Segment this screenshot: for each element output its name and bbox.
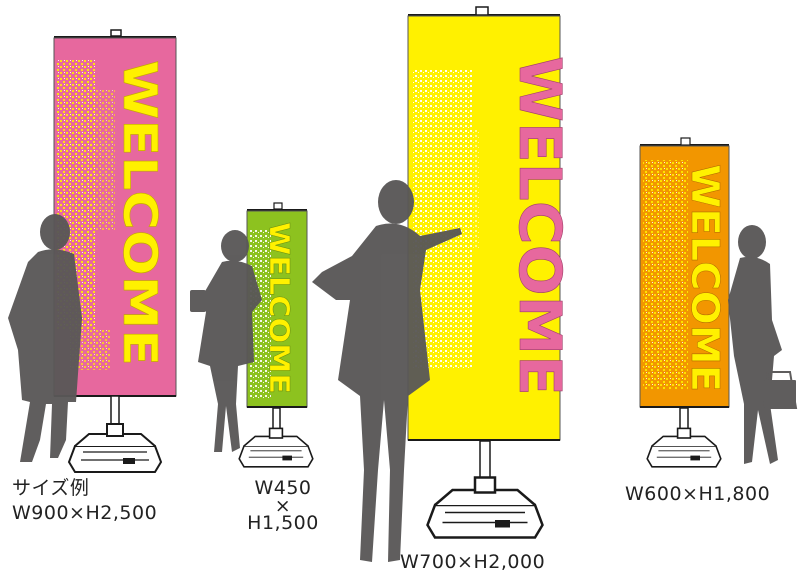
banner-lime-text: WELCOME	[263, 222, 296, 394]
banner-pink-text: WELCOME	[113, 60, 167, 366]
banner-yellow: WELCOME	[407, 6, 574, 539]
caption-size-2-width: W450	[254, 477, 312, 499]
person-silhouettes	[8, 180, 798, 563]
banner-lime: WELCOME	[238, 202, 314, 468]
man-silhouette	[8, 214, 82, 462]
woman-silhouette-small	[190, 230, 262, 452]
caption-size-2-height: H1,500	[247, 512, 319, 534]
woman-silhouette-right	[728, 225, 798, 464]
caption-size-2: W450 × H1,500	[228, 478, 338, 534]
banner-pink: WELCOME	[53, 29, 177, 473]
banner-orange-text: WELCOME	[683, 164, 727, 392]
caption-size-example-label: サイズ例	[12, 477, 90, 499]
caption-size-example: サイズ例 W900×H2,500	[12, 478, 157, 524]
banner-yellow-text: WELCOME	[506, 56, 574, 396]
woman-silhouette-tall	[312, 180, 462, 563]
caption-size-1: W900×H2,500	[12, 502, 158, 524]
banner-orange: WELCOME	[639, 137, 730, 468]
caption-size-2-times: ×	[274, 495, 292, 517]
caption-size-4: W600×H1,800	[625, 483, 771, 505]
caption-size-3: W700×H2,000	[400, 551, 546, 573]
